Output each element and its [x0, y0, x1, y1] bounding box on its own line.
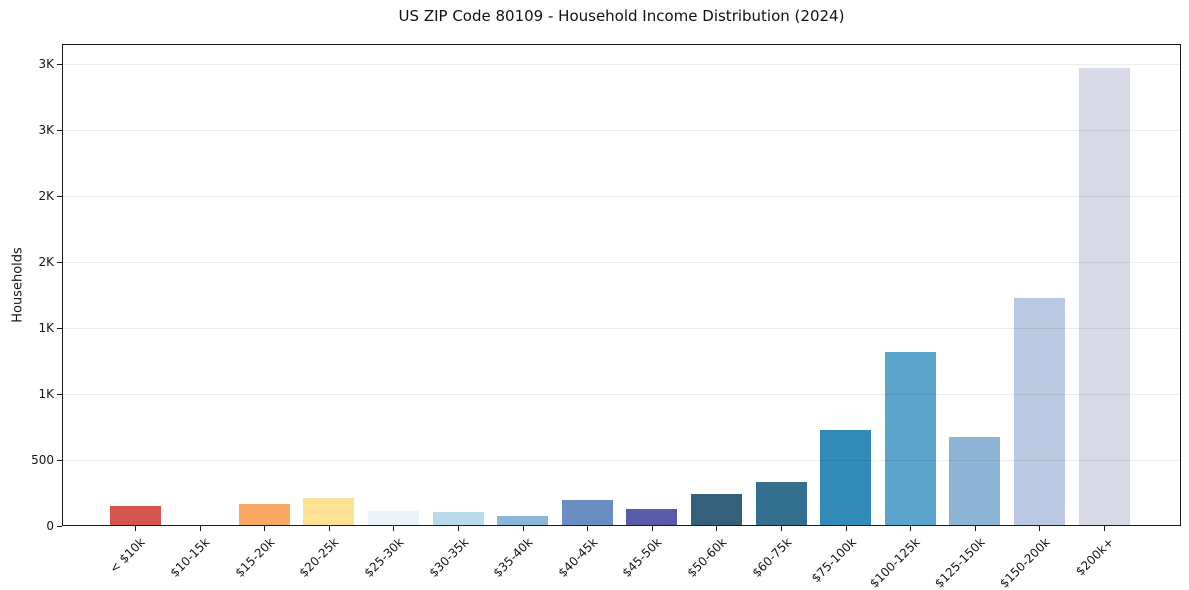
- x-tick-label: $40-45k: [555, 535, 601, 580]
- chart-title: US ZIP Code 80109 - Household Income Dis…: [398, 7, 845, 25]
- bar: [626, 509, 678, 526]
- bar: [690, 494, 742, 526]
- x-tick-mark: [845, 526, 847, 531]
- x-tick-label: $125-150k: [932, 535, 988, 590]
- bar: [1078, 67, 1130, 526]
- x-tick-label: < $10k: [107, 535, 148, 576]
- x-tick-label: $25-30k: [361, 535, 407, 580]
- bar: [755, 481, 807, 526]
- x-tick-label: $35-40k: [490, 535, 536, 580]
- bar: [303, 498, 355, 526]
- x-tick-label: $200k+: [1073, 535, 1117, 579]
- y-tick-mark: [57, 459, 62, 461]
- y-tick-label: 1K: [38, 386, 54, 401]
- x-tick-mark: [651, 526, 653, 531]
- bar: [238, 504, 290, 526]
- x-tick-label: $15-20k: [232, 535, 278, 580]
- x-tick-mark: [910, 526, 912, 531]
- bar: [1013, 297, 1065, 526]
- bar: [884, 351, 936, 526]
- x-tick-mark: [135, 526, 136, 531]
- y-tick-mark: [57, 195, 62, 197]
- x-tick-label: $150-200k: [996, 535, 1053, 590]
- bar: [497, 516, 549, 526]
- x-tick-label: $30-35k: [426, 535, 471, 580]
- x-tick-label: $75-100k: [808, 535, 859, 586]
- x-tick-label: $10-15k: [167, 535, 213, 580]
- y-tick-mark: [57, 63, 62, 65]
- x-tick-mark: [393, 526, 395, 531]
- y-tick-label: 2K: [38, 188, 54, 203]
- y-tick-label: 2K: [38, 254, 54, 269]
- bar: [820, 430, 872, 526]
- x-tick-label: $20-25k: [296, 535, 342, 580]
- x-axis-ticks: < $10k $10-15k $15-20k $20-25k $25-30k $30-35…: [62, 44, 1181, 590]
- x-tick-mark: [522, 526, 524, 531]
- y-tick-label: 500: [31, 452, 54, 467]
- y-axis-ticks: 0 500 1K 1K 2K 2K 3K 3K: [31, 44, 1181, 533]
- bar: [949, 436, 1001, 526]
- x-tick-label: $50-60k: [684, 535, 730, 580]
- x-tick-mark: [1104, 526, 1105, 531]
- x-tick-mark: [264, 526, 266, 531]
- x-tick-label: $100-125k: [867, 535, 924, 590]
- y-tick-label: 3K: [38, 122, 54, 137]
- x-tick-mark: [1039, 526, 1041, 531]
- y-tick-label: 3K: [38, 56, 54, 71]
- y-axis-label-text: Households: [10, 247, 26, 323]
- bar: [109, 505, 161, 526]
- y-tick-mark: [57, 526, 62, 527]
- x-tick-mark: [328, 526, 330, 531]
- bar: [432, 512, 484, 526]
- y-tick-mark: [57, 327, 62, 329]
- x-tick-mark: [781, 526, 782, 531]
- bar: [561, 500, 613, 526]
- y-tick-label: 0: [46, 519, 54, 533]
- bar: [367, 511, 419, 526]
- x-tick-mark: [974, 526, 976, 531]
- x-tick-mark: [199, 526, 201, 531]
- x-tick-label: $60-75k: [749, 535, 794, 580]
- y-tick-mark: [57, 393, 62, 395]
- x-tick-label: $45-50k: [619, 535, 665, 580]
- y-tick-mark: [57, 261, 62, 263]
- x-tick-mark: [716, 526, 718, 531]
- x-tick-mark: [458, 526, 459, 531]
- y-tick-mark: [57, 129, 62, 131]
- x-tick-mark: [587, 526, 589, 531]
- y-tick-label: 1K: [38, 320, 54, 335]
- plot-area: Households 0 500 1K 1K 2K 2K 3K 3K < $10k $10-15…: [11, 44, 1181, 590]
- bars-layer: [62, 44, 1181, 526]
